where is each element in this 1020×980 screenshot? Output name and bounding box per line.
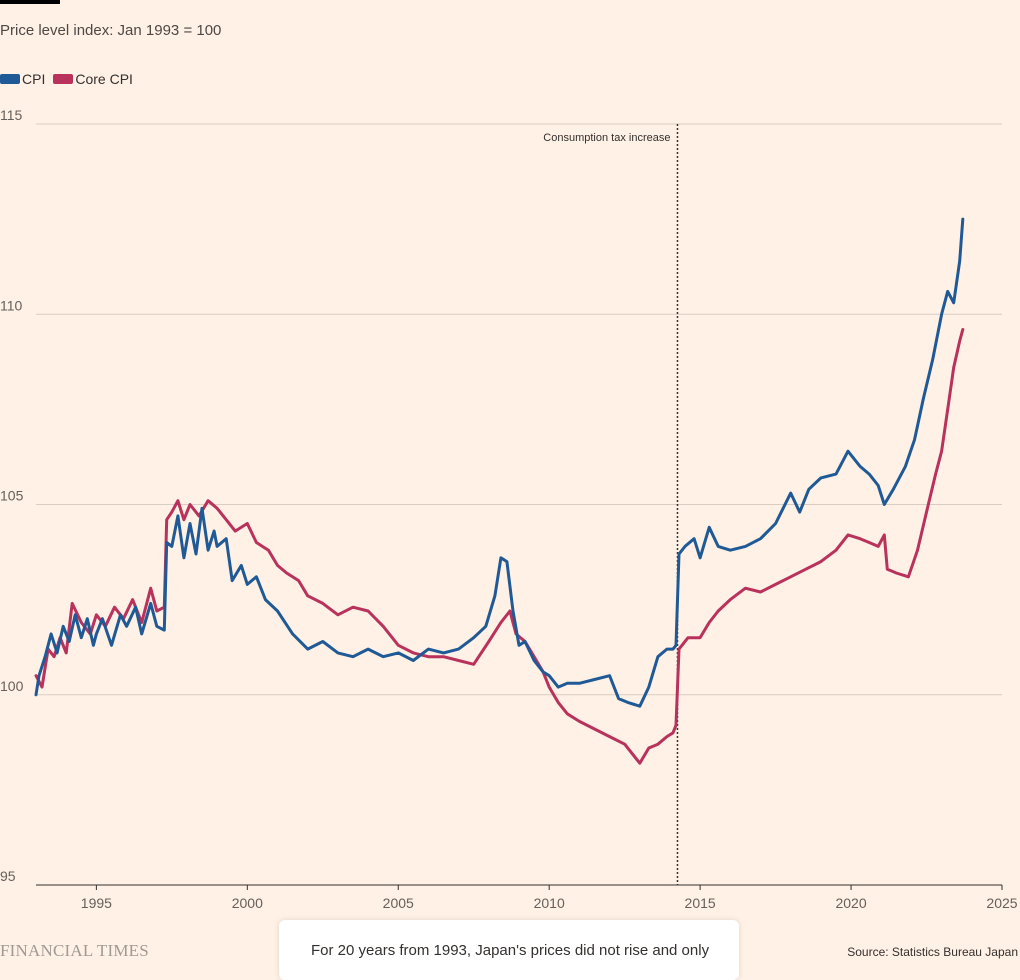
x-tick-label-2010: 2010 (534, 895, 565, 911)
line-chart: 95 100 105 110 115 1995 2000 2005 2010 2015 2020 2… (0, 107, 1018, 911)
chart-subtitle: Price level index: Jan 1993 = 100 (0, 22, 222, 39)
legend-item-core-cpi: Core CPI (53, 71, 133, 87)
core-cpi-line (34, 328, 965, 765)
ft-brand: FINANCIAL TIMES (0, 941, 149, 960)
x-tick-label-2025: 2025 (986, 895, 1017, 911)
y-tick-label-115: 115 (0, 107, 23, 123)
legend: CPI Core CPI (0, 71, 141, 87)
y-axis-ticks: 95 100 105 110 115 (0, 107, 24, 884)
x-tick-label-1995: 1995 (81, 895, 112, 911)
annotation-label: Consumption tax increase (543, 132, 670, 144)
x-tick-label-2000: 2000 (232, 895, 263, 911)
legend-swatch-cpi (0, 74, 20, 84)
caption-card: For 20 years from 1993, Japan's prices d… (279, 920, 739, 980)
x-tick-label-2020: 2020 (835, 895, 866, 911)
grid-lines (36, 123, 1002, 696)
series-lines (34, 217, 965, 765)
legend-label-cpi: CPI (22, 71, 46, 87)
legend-item-cpi: CPI (0, 71, 45, 87)
caption-text: For 20 years from 1993, Japan's prices d… (311, 942, 710, 959)
legend-swatch-core-cpi (53, 74, 74, 84)
annotation: Consumption tax increase (543, 124, 679, 885)
x-tick-label-2015: 2015 (685, 895, 716, 911)
y-tick-label-110: 110 (0, 297, 23, 313)
y-tick-label-100: 100 (0, 678, 24, 694)
cpi-line (34, 217, 965, 708)
legend-label-core-cpi: Core CPI (75, 71, 133, 87)
y-tick-label-105: 105 (0, 488, 24, 504)
x-axis: 1995 2000 2005 2010 2015 2020 2025 (36, 884, 1018, 911)
x-tick-label-2005: 2005 (383, 895, 414, 911)
y-tick-label-95: 95 (0, 868, 16, 884)
brand-bar (0, 0, 60, 4)
source-note: Source: Statistics Bureau Japan (847, 945, 1018, 959)
